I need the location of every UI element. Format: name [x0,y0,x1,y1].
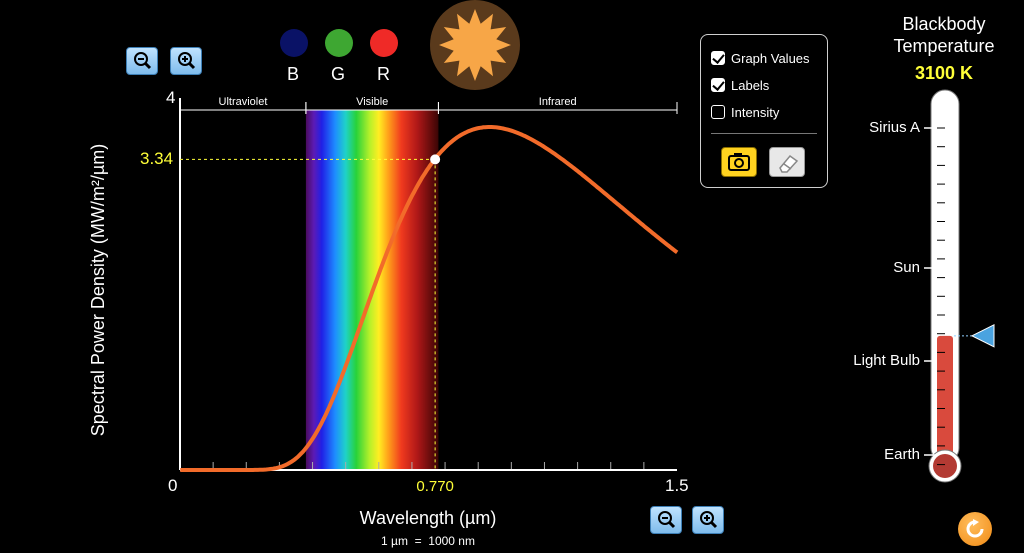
zoom-in-icon [700,511,718,529]
thermometer-marker-light-bulb: Light Bulb [853,352,920,369]
reset-icon [966,519,984,538]
x-tick-label-min: 0 [168,476,178,495]
zoom-out-icon [134,52,152,70]
intensity-label: Intensity [731,104,780,120]
horizontal-zoom-out-button[interactable] [650,506,682,534]
red-label: R [377,64,390,84]
intensity-checkbox[interactable]: Intensity [711,103,779,121]
reset-all-button[interactable] [958,512,992,546]
panel-divider [711,133,817,134]
region-label-visible: Visible [356,96,389,108]
graph-values-checkbox[interactable]: Graph Values [711,49,810,67]
y-axis-title: Spectral Power Density (MW/m²/µm) [88,144,108,436]
marker-x-value: 0.770 [416,478,454,495]
checkbox-checked-icon [711,78,725,92]
star-glow [430,0,520,90]
temperature-title: Blackbody Temperature [893,14,995,56]
options-panel: Graph Values Labels Intensity [700,34,828,188]
eraser-icon [779,154,799,173]
blue-light-indicator [280,29,308,57]
green-light-indicator [325,29,353,57]
x-axis-title: Wavelength (µm) [360,508,497,528]
graph-values-label: Graph Values [731,50,810,66]
thermometer [924,89,962,483]
thermometer-fill [937,335,953,458]
marker-y-value: 3.34 [140,149,174,169]
labels-checkbox[interactable]: Labels [711,76,769,94]
thermometer-marker-earth: Earth [884,446,920,463]
graph-value-marker[interactable] [430,154,441,165]
snapshot-button[interactable] [721,147,757,177]
vertical-zoom-in-button[interactable] [170,47,202,75]
star-icon [439,9,511,81]
checkbox-unchecked-icon [711,105,725,119]
labels-label: Labels [731,77,770,93]
y-tick-label-max: 4 [166,88,176,107]
x-tick-label-max: 1.5 [665,476,689,495]
unit-conversion-note: 1 µm = 1000 nm [381,534,475,548]
thermometer-marker-sun: Sun [893,259,920,276]
vertical-zoom-out-button[interactable] [126,47,158,75]
temperature-slider-handle[interactable] [970,324,995,348]
red-light-indicator [370,29,398,57]
temperature-readout: 3100 K [914,63,974,83]
zoom-in-icon [178,52,196,70]
thermometer-marker-sirius-a: Sirius A [869,119,920,136]
zoom-out-icon [658,511,676,529]
blue-label: B [287,64,300,84]
horizontal-zoom-in-button[interactable] [692,506,724,534]
camera-icon [728,153,750,171]
region-label-infrared: Infrared [538,96,577,108]
region-label-ultraviolet: Ultraviolet [218,96,268,108]
green-label: G [331,64,346,84]
blackbody-curve [180,125,679,472]
erase-button[interactable] [769,147,805,177]
checkbox-checked-icon [711,51,725,65]
